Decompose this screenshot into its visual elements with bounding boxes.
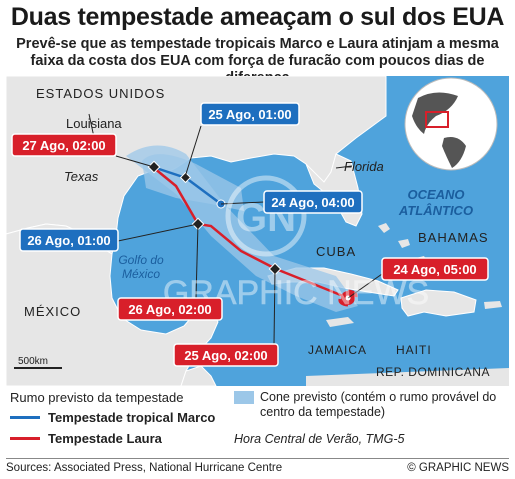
storm-map: GN GRAPHIC NEWS ESTADOS UNIDOS Louisiana…	[6, 76, 509, 386]
laura-cone	[126, 145, 358, 312]
label-leaders	[88, 113, 383, 345]
footer: Sources: Associated Press, National Hurr…	[6, 458, 509, 477]
label-louisiana: Louisiana	[66, 116, 122, 131]
label-mexico: MÉXICO	[24, 304, 81, 319]
svg-text:24 Ago, 04:00: 24 Ago, 04:00	[271, 195, 354, 210]
laura-label-26ago: 26 Ago, 02:00	[117, 297, 223, 321]
svg-text:25 Ago, 01:00: 25 Ago, 01:00	[208, 107, 291, 122]
legend-marco-label: Tempestade tropical Marco	[48, 410, 216, 425]
laura-label-25ago: 25 Ago, 02:00	[173, 343, 279, 367]
label-gulf-2: México	[122, 267, 160, 281]
svg-text:27 Ago, 02:00: 27 Ago, 02:00	[22, 138, 105, 153]
legend-cone-label: Cone previsto (contém o rumo provável do…	[260, 390, 497, 419]
map-svg: GN GRAPHIC NEWS ESTADOS UNIDOS Louisiana…	[6, 76, 509, 386]
marco-label-24ago: 24 Ago, 04:00	[263, 190, 363, 214]
svg-text:24 Ago, 05:00: 24 Ago, 05:00	[393, 262, 476, 277]
sources-text: Sources: Associated Press, National Hurr…	[6, 462, 283, 474]
legend-marco: Tempestade tropical Marco	[10, 410, 215, 425]
label-cuba: CUBA	[316, 244, 356, 259]
label-haiti: HAITI	[396, 343, 432, 357]
label-atlantic-1: OCEANO	[407, 187, 464, 202]
cone-swatch	[234, 391, 254, 404]
copyright-text: © GRAPHIC NEWS	[407, 462, 509, 474]
marco-label-26ago: 26 Ago, 01:00	[19, 228, 119, 252]
label-florida: Florida	[344, 159, 384, 174]
locator-globe	[404, 77, 498, 171]
laura-label-24ago: 24 Ago, 05:00	[381, 257, 489, 281]
legend-timezone: Hora Central de Verão, TMG-5	[234, 432, 405, 446]
jamaica-land	[326, 317, 354, 327]
label-gulf-1: Golfo do	[118, 253, 164, 267]
svg-text:26 Ago, 01:00: 26 Ago, 01:00	[27, 233, 110, 248]
label-dominican: REP. DOMINICANA	[376, 365, 490, 379]
laura-label-27ago: 27 Ago, 02:00	[11, 133, 117, 157]
scale-label: 500km	[18, 356, 48, 367]
central-america-land	[180, 365, 217, 386]
label-atlantic-2: ATLÂNTICO	[398, 203, 473, 218]
svg-text:26 Ago, 02:00: 26 Ago, 02:00	[128, 302, 211, 317]
puerto-rico-land	[484, 301, 502, 309]
label-usa: ESTADOS UNIDOS	[36, 86, 165, 101]
legend-laura-label: Tempestade Laura	[48, 431, 162, 446]
legend-cone: Cone previsto (contém o rumo provável do…	[234, 390, 506, 420]
legend-track-heading: Rumo previsto da tempestade	[10, 390, 184, 405]
south-coast-land	[306, 368, 509, 386]
laura-line-swatch	[10, 437, 40, 440]
hispaniola-land	[400, 289, 477, 317]
legend-laura: Tempestade Laura	[10, 431, 162, 446]
label-bahamas: BAHAMAS	[418, 230, 489, 245]
svg-text:25 Ago, 02:00: 25 Ago, 02:00	[184, 348, 267, 363]
legend: Rumo previsto da tempestade Tempestade t…	[6, 388, 509, 454]
marco-node-25ago	[179, 171, 192, 184]
bahamas-land	[378, 223, 427, 264]
marco-line-swatch	[10, 416, 40, 419]
laura-track	[153, 167, 349, 300]
label-jamaica: JAMAICA	[308, 343, 367, 357]
marco-label-25ago: 25 Ago, 01:00	[200, 102, 300, 126]
label-texas: Texas	[64, 169, 99, 184]
page-title: Duas tempestade ameaçam o sul dos EUA	[10, 3, 505, 31]
